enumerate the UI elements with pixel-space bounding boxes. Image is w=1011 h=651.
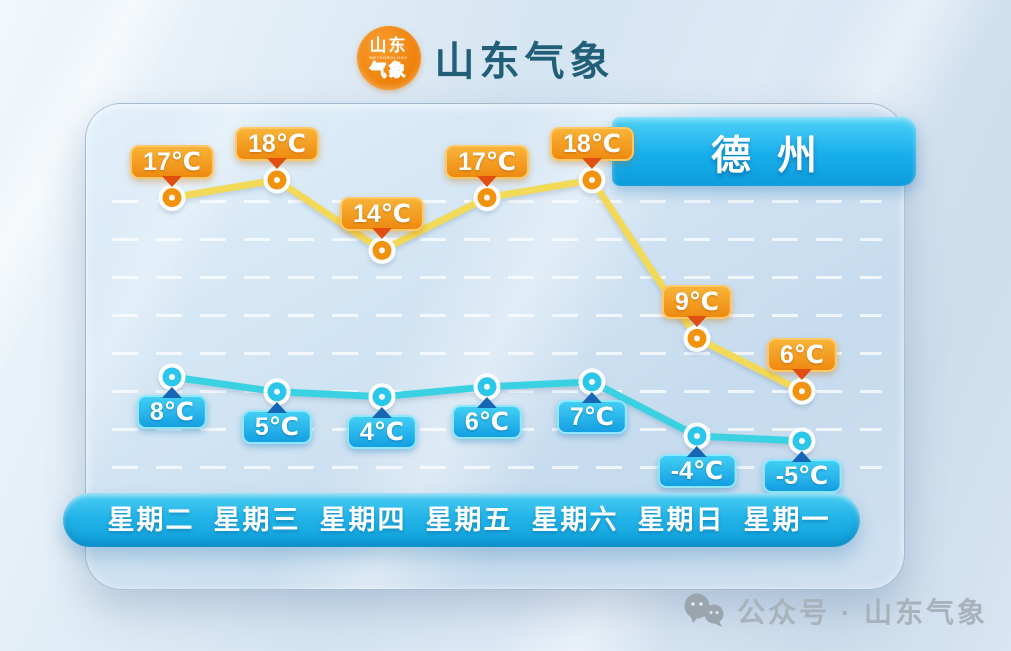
city-name: 德州 bbox=[711, 133, 843, 178]
weekday-label: 星期一 bbox=[743, 505, 831, 535]
weekday-label: 星期五 bbox=[425, 505, 513, 535]
high-temp-badge: 6℃ bbox=[766, 338, 838, 373]
high-temp-badge: 14℃ bbox=[339, 197, 425, 232]
shandong-meteorology-logo: 山东 METEOROLOGY 气象 bbox=[356, 26, 421, 90]
high-temp-badge: 18℃ bbox=[549, 127, 635, 161]
watermark: 公众号 · 山东气象 bbox=[681, 591, 988, 631]
weekday-bar: 星期二 星期三 星期四 星期五 星期六 星期日 星期一 bbox=[63, 493, 860, 547]
wechat-icon bbox=[684, 593, 724, 627]
weekday-label: 星期二 bbox=[107, 505, 195, 535]
city-banner: 德州 bbox=[612, 117, 916, 204]
weekday-label: 星期四 bbox=[319, 505, 407, 535]
high-temp-badge: 9℃ bbox=[661, 285, 733, 320]
weekday-label: 星期三 bbox=[213, 505, 301, 535]
low-temp-badge: 4℃ bbox=[346, 414, 418, 449]
high-temp-badge: 17℃ bbox=[129, 144, 215, 179]
low-temp-badge: 5℃ bbox=[241, 409, 313, 444]
logo-text-mid: METEOROLOGY bbox=[369, 55, 408, 60]
gridline bbox=[112, 200, 882, 203]
low-temp-badge: 6℃ bbox=[451, 404, 523, 439]
low-temp-badge: -5℃ bbox=[762, 458, 842, 493]
high-temp-badge: 18℃ bbox=[234, 127, 320, 161]
gridline bbox=[112, 390, 882, 393]
logo-text-bottom: 气象 bbox=[369, 61, 408, 80]
logo-text-top: 山东 bbox=[369, 36, 408, 55]
low-temp-badge: -4℃ bbox=[657, 454, 737, 489]
low-temp-badge: 7℃ bbox=[556, 399, 628, 434]
low-temp-badge: 8℃ bbox=[136, 395, 208, 429]
weekday-label: 星期日 bbox=[637, 505, 725, 535]
watermark-text: 公众号 · 山东气象 bbox=[737, 597, 988, 628]
gridline bbox=[112, 314, 882, 317]
weekday-label: 星期六 bbox=[531, 505, 619, 535]
gridline bbox=[112, 276, 882, 279]
app-header: 山东 METEOROLOGY 气象 山东气象 bbox=[0, 26, 991, 90]
page-title: 山东气象 bbox=[434, 40, 615, 84]
gridline bbox=[112, 238, 882, 241]
high-temp-badge: 17℃ bbox=[444, 144, 530, 179]
gridline bbox=[112, 466, 882, 469]
